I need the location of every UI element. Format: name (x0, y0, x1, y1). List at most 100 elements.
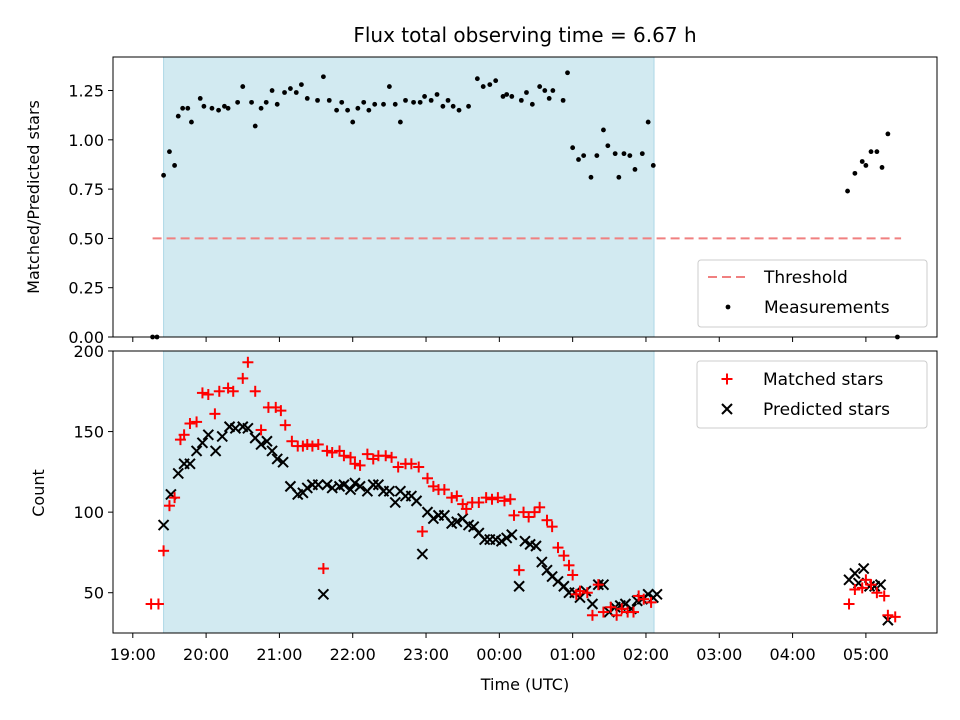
measurement-point (594, 153, 600, 158)
measurement-point (366, 107, 372, 113)
predicted-star-point (651, 588, 663, 601)
measurement-point (576, 157, 581, 162)
matched-star-point (275, 405, 287, 417)
measurement-point (874, 149, 880, 155)
y-tick-label: 0.25 (68, 279, 104, 298)
matched-star-point (878, 590, 890, 602)
x-axis-label: Time (UTC) (480, 675, 569, 694)
measurement-point (445, 97, 451, 103)
matched-star-point (529, 506, 541, 518)
measurement-point (645, 119, 651, 125)
predicted-star-point (536, 556, 548, 568)
measurement-point (524, 90, 529, 95)
matched-star-point (860, 574, 872, 586)
predicted-star-point (416, 548, 429, 560)
matched-star-point (513, 564, 525, 576)
predicted-star-point (196, 437, 209, 449)
predicted-star-point (277, 456, 289, 468)
matched-star-point (558, 550, 570, 562)
measurement-point (885, 131, 891, 137)
predicted-star-point (338, 479, 350, 491)
measurement-point (258, 105, 264, 111)
matched-star-point (581, 587, 593, 599)
legend-matched-swatch (721, 373, 733, 385)
predicted-star-point (312, 479, 324, 491)
y-tick-label: 1.25 (68, 82, 104, 101)
matched-star-point (849, 583, 861, 595)
top-legend-box (697, 259, 928, 328)
legend-predicted-swatch (721, 403, 733, 415)
measurement-point (216, 107, 221, 113)
matched-star-point (638, 593, 650, 605)
y-tick-label: 0.00 (68, 328, 104, 347)
measurement-point (639, 151, 645, 157)
measurement-point (392, 101, 398, 107)
matched-star-point (508, 509, 520, 521)
measurement-point (411, 99, 416, 105)
matched-star-point (498, 495, 510, 507)
matched-star-point (534, 501, 546, 513)
matched-star-point (446, 492, 458, 504)
measurement-point (422, 94, 427, 99)
matched-star-point (889, 611, 901, 623)
predicted-star-point (157, 519, 170, 531)
matched-star-point (213, 385, 225, 397)
x-tick-label: 04:00 (770, 645, 816, 664)
top-plot-frame (112, 56, 938, 338)
measurement-point (852, 170, 858, 176)
matched-star-point (416, 525, 428, 537)
measurement-point (326, 97, 332, 103)
measurement-point (570, 145, 576, 151)
matched-star-point (178, 429, 190, 441)
matched-star-point (361, 448, 373, 460)
legend-x-marker (721, 403, 733, 415)
legend-measurements-label: Measurements (764, 298, 890, 318)
measurement-point (612, 151, 618, 157)
predicted-star-point (451, 516, 463, 528)
matched-star-point (504, 493, 516, 505)
measurement-point (581, 153, 587, 158)
measurement-point (650, 163, 656, 168)
measurement-point (355, 105, 361, 111)
y-tick-label: 100 (73, 503, 104, 522)
matched-star-point (163, 500, 175, 512)
measurement-point (605, 143, 611, 149)
measurement-point (480, 84, 486, 89)
measurement-point (417, 99, 423, 105)
measurement-point (172, 163, 177, 168)
measurement-point (456, 107, 462, 113)
matched-star-point (605, 601, 617, 613)
matched-star-point (843, 598, 855, 610)
measurement-point (381, 101, 386, 107)
measurement-point (863, 163, 869, 168)
predicted-star-point (849, 567, 861, 580)
matched-star-point (480, 492, 492, 504)
x-tick-label: 00:00 (476, 645, 522, 664)
matched-star-point (616, 603, 628, 615)
legend-plus-marker (721, 373, 733, 385)
matched-star-point (546, 521, 558, 533)
matched-star-point (237, 372, 249, 384)
measurement-point (845, 188, 850, 194)
measurement-point (315, 97, 320, 103)
measurement-point (546, 96, 552, 101)
top-y-ticks: 0.00 0.25 0.50 0.75 1.00 1.25 (68, 82, 113, 347)
predicted-star-point (271, 453, 283, 465)
predicted-star-point (184, 458, 196, 470)
measurement-point (197, 96, 203, 101)
measurement-point (868, 149, 874, 155)
matched-star-point (597, 606, 609, 618)
measurement-point (263, 99, 269, 105)
matched-star-point (386, 451, 398, 463)
measurement-point (565, 70, 570, 76)
measurement-point (632, 166, 638, 172)
measurement-point (879, 165, 885, 170)
matched-star-point (405, 458, 417, 470)
measurement-point (616, 174, 622, 180)
matched-star-point (249, 385, 261, 397)
measurement-point (345, 107, 350, 113)
y-tick-label: 50 (84, 584, 104, 603)
predicted-star-point (389, 496, 401, 509)
measurement-point (288, 86, 293, 91)
predicted-star-point (216, 430, 228, 443)
